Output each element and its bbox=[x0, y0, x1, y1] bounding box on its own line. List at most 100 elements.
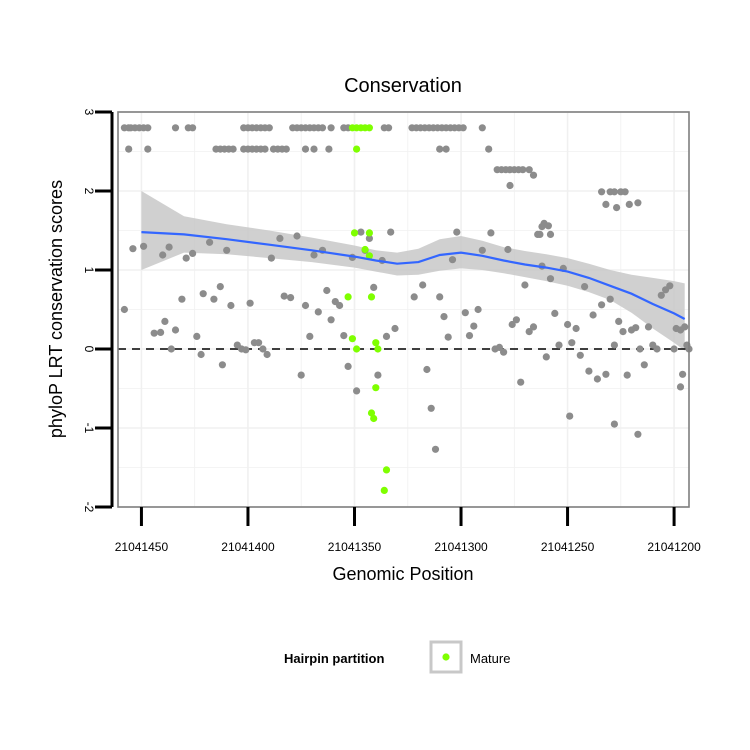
point-mature bbox=[344, 293, 352, 301]
point-other bbox=[474, 305, 482, 314]
point-mature bbox=[370, 414, 378, 423]
point-other bbox=[621, 188, 629, 196]
point-other bbox=[293, 232, 301, 240]
point-other bbox=[178, 295, 186, 303]
point-other bbox=[442, 145, 450, 153]
smooth-layer bbox=[141, 231, 686, 320]
point-mature bbox=[372, 339, 380, 347]
point-other bbox=[267, 254, 275, 262]
point-other bbox=[427, 404, 435, 412]
point-other bbox=[525, 166, 533, 174]
point-other bbox=[610, 188, 619, 196]
point-other bbox=[327, 124, 335, 132]
point-other bbox=[610, 341, 619, 349]
point-other bbox=[444, 333, 452, 341]
point-other bbox=[150, 329, 158, 337]
legend-title: Hairpin partition bbox=[284, 651, 384, 666]
point-other bbox=[125, 145, 133, 153]
point-other bbox=[199, 290, 207, 298]
point-other bbox=[679, 370, 687, 378]
point-other bbox=[576, 351, 584, 359]
point-other bbox=[323, 286, 331, 295]
point-other bbox=[216, 283, 224, 291]
point-other bbox=[657, 291, 665, 299]
point-other bbox=[517, 378, 525, 386]
point-other bbox=[634, 199, 642, 207]
point-other bbox=[653, 345, 661, 353]
point-mature bbox=[372, 384, 380, 392]
point-other bbox=[227, 301, 235, 310]
point-other bbox=[478, 246, 486, 254]
point-other bbox=[644, 323, 653, 331]
point-other bbox=[140, 242, 148, 250]
point-other bbox=[625, 200, 633, 208]
panel-border bbox=[117, 111, 690, 508]
point-other bbox=[551, 309, 559, 317]
point-other bbox=[301, 145, 310, 153]
point-mature bbox=[367, 409, 376, 417]
point-other bbox=[640, 361, 648, 369]
point-mature bbox=[367, 293, 376, 301]
point-mature bbox=[353, 345, 361, 353]
point-other bbox=[297, 371, 305, 379]
point-other bbox=[314, 308, 322, 316]
point-mature bbox=[365, 124, 373, 132]
point-other bbox=[280, 292, 288, 300]
y-axis: -2 -1 0 1 2 3 bbox=[82, 109, 114, 513]
point-other bbox=[161, 317, 169, 325]
point-other bbox=[568, 339, 576, 347]
points-mature bbox=[344, 124, 391, 494]
point-other bbox=[495, 343, 503, 351]
point-other bbox=[500, 348, 508, 356]
point-other bbox=[246, 299, 254, 307]
point-mature bbox=[365, 252, 373, 260]
point-other bbox=[529, 323, 538, 331]
point-other bbox=[436, 293, 444, 301]
y-axis-title: phyloP LRT conservation scores bbox=[46, 180, 66, 438]
point-other bbox=[542, 353, 550, 361]
point-other bbox=[615, 317, 623, 325]
point-other bbox=[318, 124, 327, 132]
chart-title: Conservation bbox=[344, 75, 462, 97]
point-other bbox=[229, 145, 237, 153]
legend-label-mature: Mature bbox=[470, 651, 510, 666]
point-other bbox=[370, 283, 378, 291]
point-other bbox=[410, 293, 418, 301]
point-other bbox=[485, 145, 493, 153]
point-other bbox=[265, 124, 273, 132]
point-other bbox=[602, 200, 610, 208]
point-other bbox=[606, 295, 614, 303]
point-mature bbox=[365, 229, 373, 237]
y-tick-label: 3 bbox=[82, 109, 96, 116]
point-other bbox=[636, 345, 644, 353]
point-other bbox=[423, 365, 431, 374]
point-other bbox=[157, 328, 165, 336]
point-other bbox=[144, 145, 152, 153]
point-other bbox=[261, 145, 269, 153]
y-tick-label: 0 bbox=[82, 346, 96, 353]
point-other bbox=[589, 311, 597, 319]
point-other bbox=[529, 171, 538, 179]
point-other bbox=[310, 145, 318, 153]
point-other bbox=[564, 320, 572, 329]
point-other bbox=[301, 301, 310, 310]
point-other bbox=[512, 316, 521, 324]
point-other bbox=[391, 324, 399, 333]
point-other bbox=[436, 145, 444, 153]
point-other bbox=[210, 295, 218, 303]
point-other bbox=[634, 430, 642, 438]
point-other bbox=[182, 254, 190, 262]
legend: Hairpin partition Mature bbox=[284, 640, 510, 674]
point-other bbox=[521, 281, 529, 289]
point-other bbox=[306, 332, 314, 340]
points-other bbox=[120, 124, 693, 453]
point-other bbox=[171, 326, 180, 334]
point-other bbox=[487, 229, 495, 237]
x-tick-label: 21041200 bbox=[647, 540, 701, 554]
point-other bbox=[327, 316, 335, 324]
point-other bbox=[453, 228, 461, 236]
point-other bbox=[676, 383, 685, 391]
smooth-line bbox=[141, 231, 686, 320]
legend-key-mature bbox=[442, 653, 450, 661]
